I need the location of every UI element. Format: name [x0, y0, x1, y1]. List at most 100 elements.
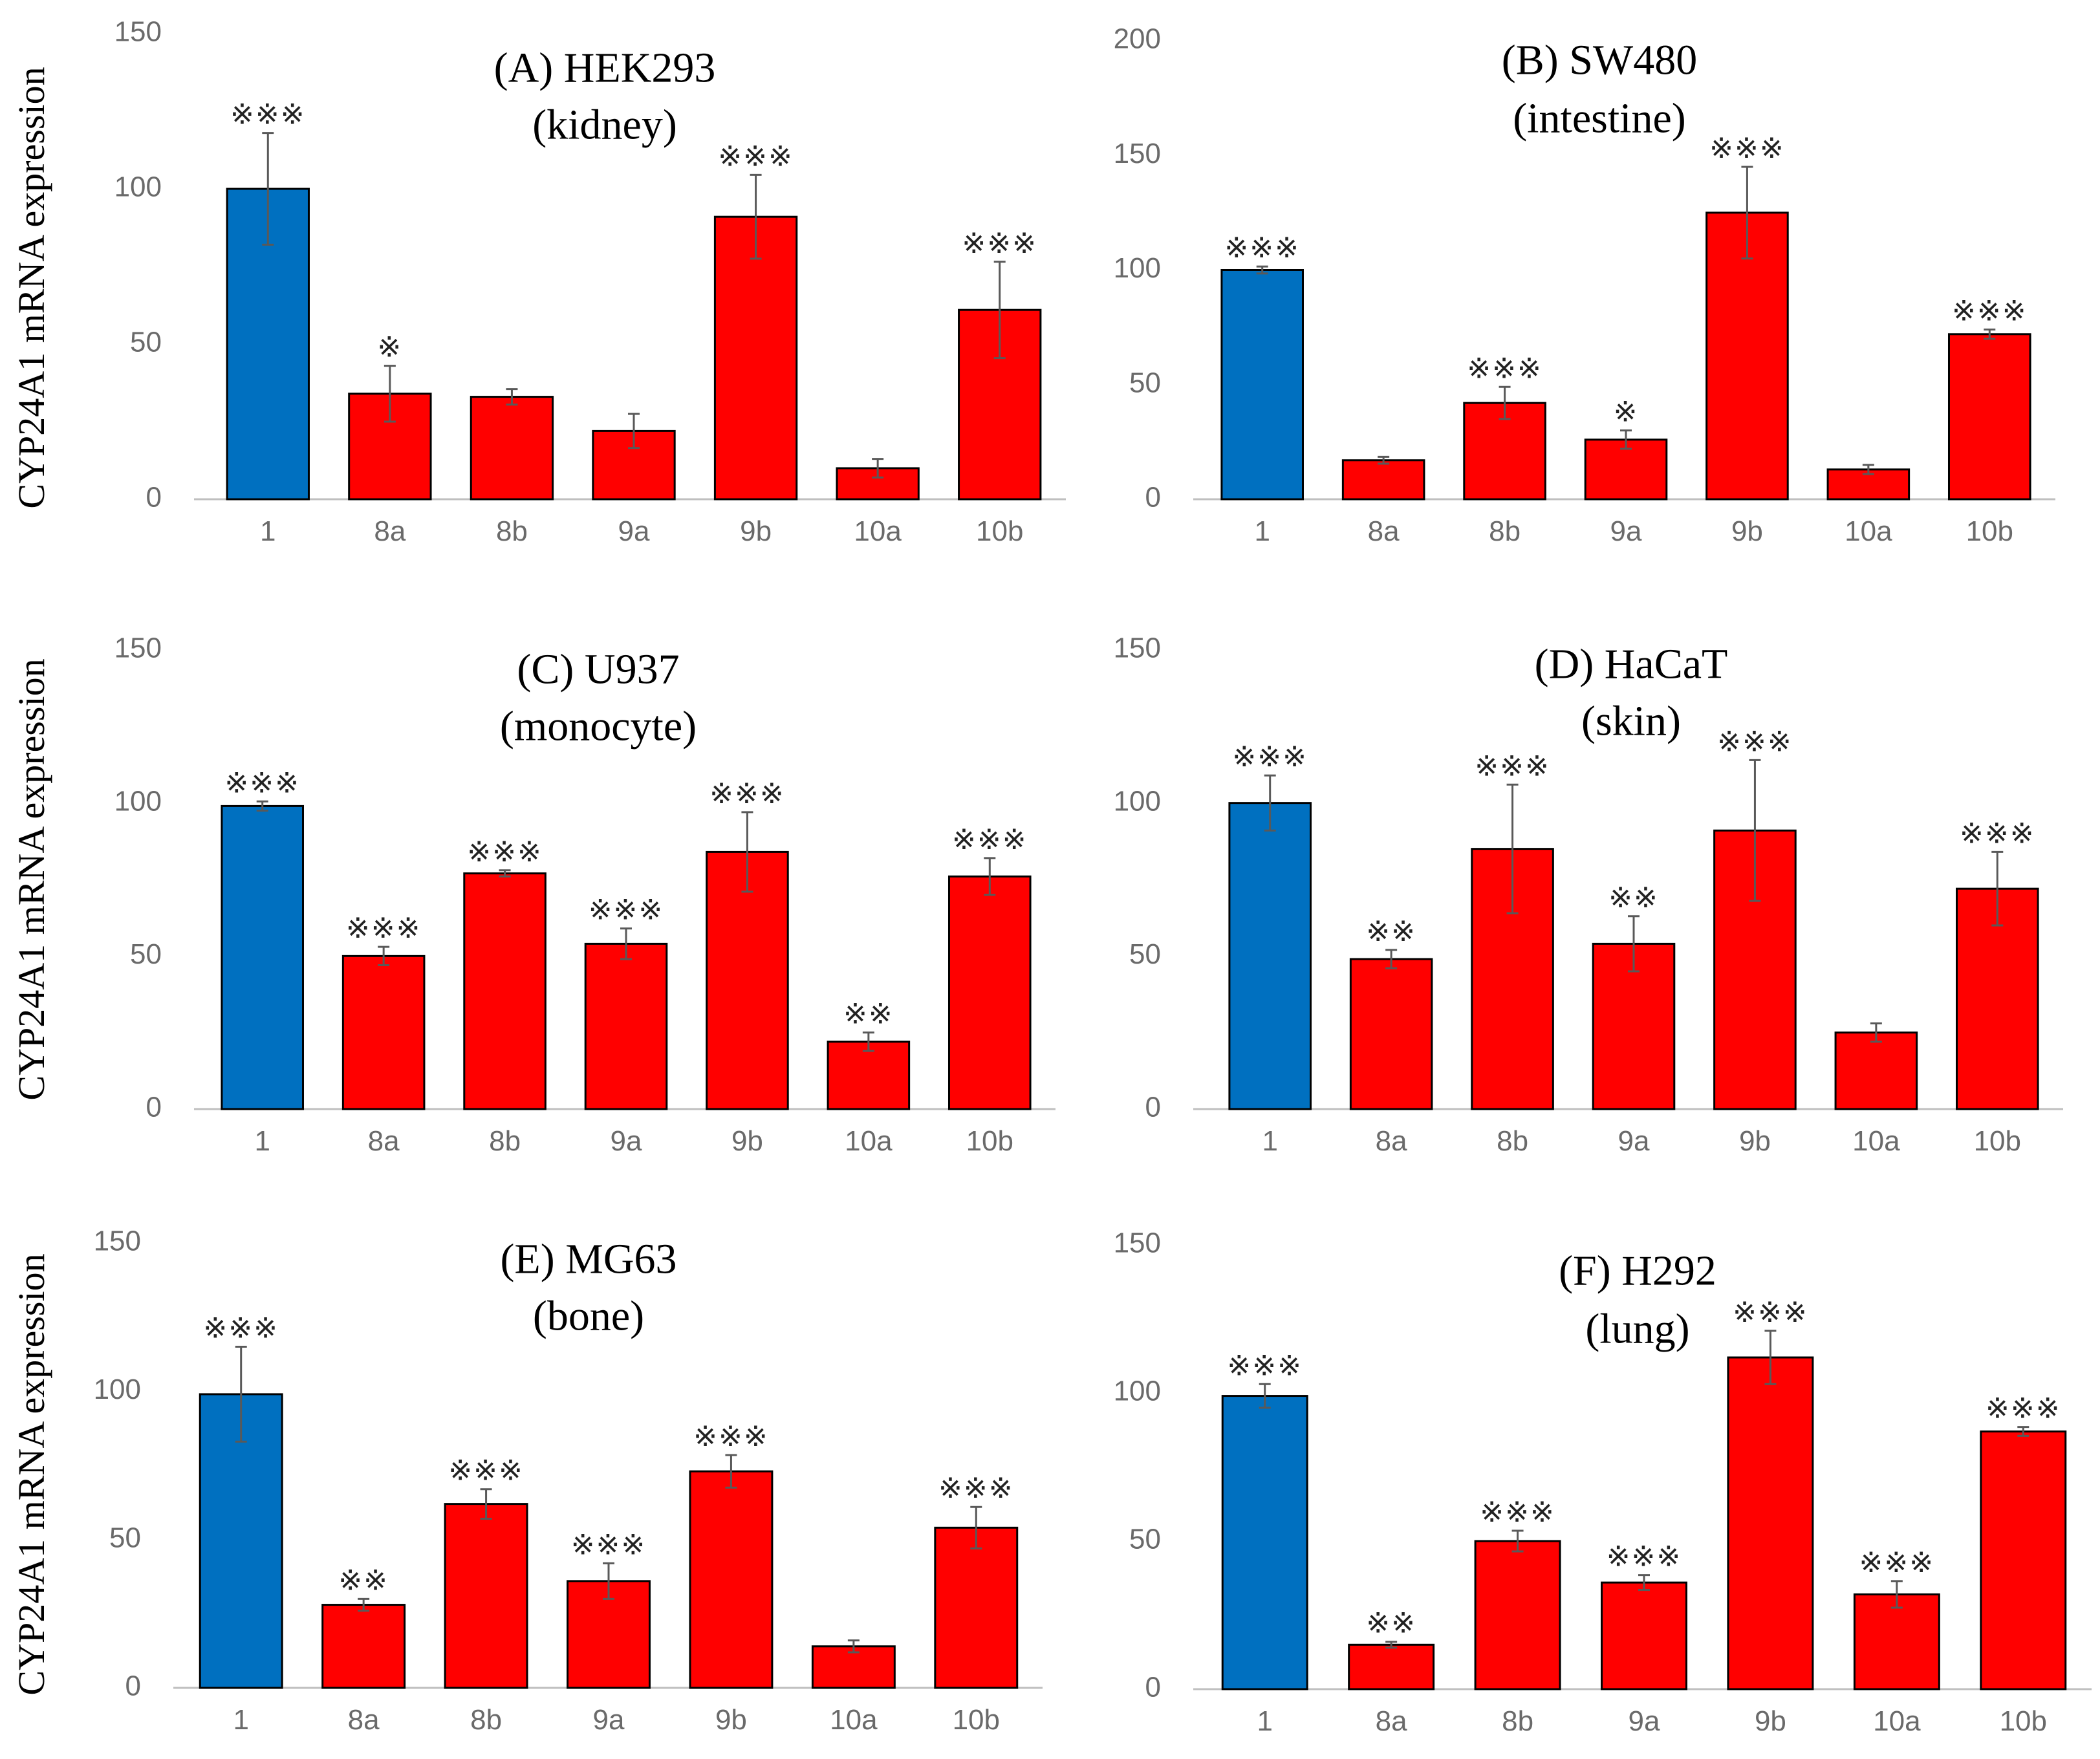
bar-9b — [713, 215, 798, 501]
bar-1 — [1220, 269, 1304, 501]
y-tick-label: 150 — [114, 632, 162, 664]
chart-panel-4: (D) HaCaT (skin) 0 50 100 150 ※※※ 1 ※※ 8a ※※※ 8b ※※ 9… — [1114, 632, 2063, 1157]
significance-label: ※※※ — [1986, 1392, 2061, 1425]
y-tick-label: 50 — [1129, 1524, 1161, 1555]
significance-label: ※※※ — [1467, 352, 1543, 385]
chart-subtitle: (lung) — [1585, 1305, 1689, 1352]
y-axis-label: CYP24A1 mRNA expression — [10, 67, 52, 508]
significance-label: ※ — [377, 331, 402, 364]
chart-panel-1: (A) HEK293 (kidney) CYP24A1 mRNA expressio… — [10, 16, 1066, 547]
x-tick-label: 9b — [1731, 515, 1763, 547]
x-tick-label: 10a — [1852, 1125, 1900, 1157]
x-tick-label: 9a — [1610, 515, 1642, 547]
x-tick-label: 8b — [470, 1704, 502, 1736]
y-tick-label: 100 — [114, 785, 162, 817]
y-tick-label: 100 — [94, 1374, 141, 1405]
x-tick-label: 1 — [254, 1125, 270, 1157]
x-tick-label: 10b — [953, 1704, 1000, 1736]
x-tick-label: 8b — [1497, 1125, 1528, 1157]
bar-8a — [1349, 958, 1433, 1110]
x-tick-label: 9a — [618, 515, 650, 547]
significance-label: ※※※ — [1227, 1349, 1303, 1382]
chart-subtitle: (intestine) — [1513, 94, 1686, 142]
significance-label: ※※※ — [589, 894, 664, 927]
bar-9b — [706, 850, 789, 1110]
significance-label: ※※※ — [709, 777, 785, 810]
x-tick-label: 1 — [1254, 515, 1270, 547]
significance-label: ※※※ — [571, 1528, 647, 1561]
x-tick-label: 8a — [348, 1704, 380, 1736]
significance-label: ※※※ — [962, 227, 1037, 260]
significance-label: ※※※ — [693, 1420, 769, 1453]
significance-label: ※※※ — [467, 836, 543, 869]
y-axis-label: CYP24A1 mRNA expression — [10, 658, 52, 1100]
chart-title: (F) H292 — [1559, 1247, 1716, 1294]
significance-label: ※※ — [1366, 915, 1416, 948]
significance-label: ※※※ — [1480, 1496, 1555, 1529]
x-tick-label: 9b — [1755, 1705, 1786, 1737]
bar-10a — [827, 1041, 911, 1110]
x-tick-label: 8b — [1502, 1705, 1533, 1737]
x-tick-label: 8b — [496, 515, 528, 547]
x-tick-label: 10b — [1966, 515, 2013, 547]
x-tick-label: 9b — [1739, 1125, 1771, 1157]
chart-subtitle: (monocyte) — [500, 702, 697, 750]
bar-8b — [444, 1503, 528, 1689]
y-tick-label: 150 — [1114, 632, 1161, 664]
bar-1 — [1228, 802, 1312, 1110]
bar-10a — [1834, 1031, 1918, 1110]
significance-label: ※※※ — [952, 823, 1028, 856]
x-tick-label: 9b — [740, 515, 772, 547]
y-tick-label: 150 — [94, 1225, 141, 1257]
chart-subtitle: (bone) — [533, 1292, 644, 1339]
chart-subtitle: (kidney) — [532, 101, 677, 148]
y-tick-label: 0 — [146, 1092, 162, 1123]
bar-10b — [1947, 333, 2031, 501]
chart-title: (B) SW480 — [1502, 36, 1697, 83]
chart-panel-5: (E) MG63 (bone) CYP24A1 mRNA expression 0 50… — [10, 1225, 1043, 1736]
y-tick-label: 100 — [1114, 785, 1161, 817]
x-tick-label: 1 — [1262, 1125, 1277, 1157]
bar-8b — [470, 396, 554, 501]
bar-1 — [199, 1393, 283, 1689]
x-tick-label: 8a — [374, 515, 406, 547]
bar-9a — [584, 942, 668, 1110]
bar-10a — [1853, 1593, 1940, 1690]
significance-label: ※※※ — [1475, 750, 1550, 782]
x-tick-label: 9b — [715, 1704, 747, 1736]
x-tick-label: 8a — [1376, 1125, 1407, 1157]
significance-label: ※※ — [1366, 1607, 1416, 1640]
x-tick-label: 9a — [611, 1125, 642, 1157]
chart-title: (A) HEK293 — [494, 44, 716, 91]
significance-label: ※※※ — [203, 1312, 279, 1345]
significance-label: ※※※ — [718, 140, 794, 173]
chart-title: (E) MG63 — [500, 1235, 677, 1282]
significance-label: ※※※ — [1733, 1296, 1808, 1329]
bar-9b — [1705, 211, 1789, 501]
significance-label: ※※※ — [448, 1454, 524, 1487]
bar-10b — [947, 875, 1032, 1110]
y-tick-label: 100 — [1114, 1376, 1161, 1407]
bar-8b — [1474, 1540, 1561, 1690]
chart-panel-3: (C) U937 (monocyte) CYP24A1 mRNA expressio… — [10, 632, 1055, 1157]
bar-8a — [1341, 459, 1425, 501]
x-tick-label: 8a — [1376, 1705, 1407, 1737]
x-tick-label: 8b — [1489, 515, 1521, 547]
bar-8a — [341, 955, 426, 1110]
significance-label: ※※※ — [1952, 295, 2028, 328]
x-tick-label: 1 — [1257, 1705, 1272, 1737]
y-tick-label: 150 — [114, 16, 162, 48]
x-tick-label: 10a — [845, 1125, 893, 1157]
x-tick-label: 9a — [1629, 1705, 1660, 1737]
significance-label: ※※※ — [1232, 740, 1308, 773]
bar-9a — [1601, 1581, 1687, 1690]
x-tick-label: 10a — [1845, 515, 1892, 547]
y-tick-label: 150 — [1114, 138, 1161, 169]
y-tick-label: 50 — [109, 1522, 141, 1553]
y-tick-label: 50 — [1129, 938, 1161, 970]
bar-9b — [1727, 1356, 1814, 1690]
significance-label: ※※※ — [938, 1472, 1014, 1505]
y-tick-label: 150 — [1114, 1227, 1161, 1259]
significance-label: ※※ — [843, 998, 894, 1031]
